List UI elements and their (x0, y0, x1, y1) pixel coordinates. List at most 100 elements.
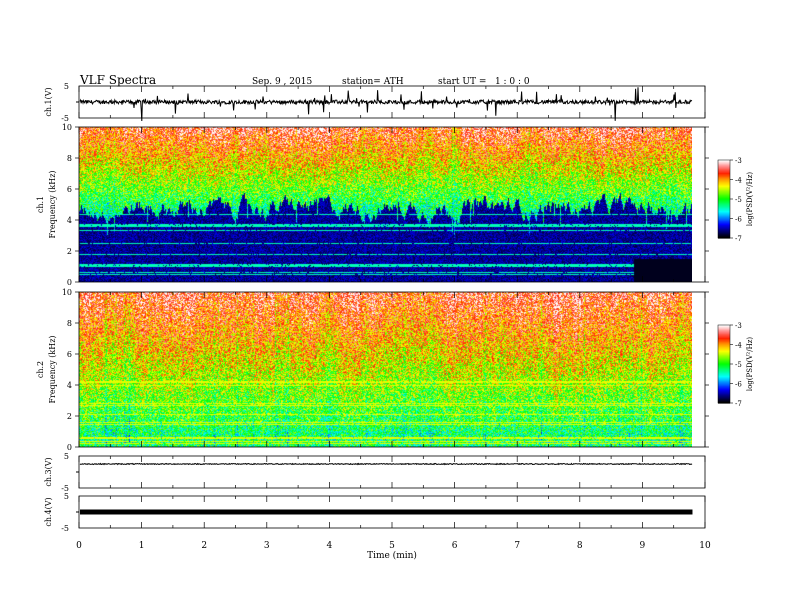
colorbar-cell (718, 160, 730, 162)
y-tick-label: 10 (62, 288, 72, 297)
colorbar-cell (718, 183, 730, 186)
colorbar-cell (718, 369, 730, 372)
x-tick-label: 8 (577, 541, 583, 551)
colorbar-cell (718, 379, 730, 382)
colorbar-cell (718, 338, 730, 340)
colorbar-cell (718, 227, 730, 230)
colorbar-cell (718, 362, 730, 365)
ch3-waveform-trace (79, 462, 693, 466)
colorbar-cell (718, 234, 730, 236)
colorbar-cell (718, 387, 730, 390)
colorbar-cell (718, 169, 730, 171)
colorbar-cell (718, 200, 730, 203)
colorbar-cell (718, 208, 730, 210)
colorbar-cell (718, 380, 730, 383)
colorbar-cell (718, 225, 730, 227)
colorbar-cell (718, 189, 730, 192)
colorbar-cell (718, 374, 730, 377)
colorbar-cell (718, 162, 730, 165)
colorbar-cell (718, 341, 730, 344)
colorbar-cell (718, 336, 730, 339)
x-tick-label: 3 (264, 541, 270, 551)
colorbar-cell (718, 210, 730, 213)
colorbar-tick-label: -5 (735, 196, 742, 204)
x-tick-label: 6 (452, 541, 458, 551)
colorbar-cell (718, 354, 730, 357)
y-tick-label: 2 (67, 247, 72, 256)
x-tick-label: 1 (139, 541, 145, 551)
colorbar-cell (718, 328, 730, 331)
colorbar-cell (718, 176, 730, 179)
colorbar-cell (718, 371, 730, 374)
y-tick-label: 10 (62, 123, 72, 132)
ch1-waveform-panel: 5 -5 ch.1(V) (44, 82, 706, 123)
colorbar-cell (718, 202, 730, 205)
colorbar-cell (718, 386, 730, 388)
colorbar-cell (718, 335, 730, 338)
colorbar-cell (718, 197, 730, 200)
colorbar-cell (718, 383, 730, 386)
colorbar-cell (718, 217, 730, 220)
colorbar-cell (718, 388, 730, 391)
ch2-spectrogram-image (79, 292, 692, 447)
colorbar-cell (718, 230, 730, 233)
date-label: Sep. 9 , 2015 (252, 77, 312, 87)
colorbar-cell (718, 400, 730, 403)
colorbar-cell (718, 349, 730, 352)
y-tick-label: -5 (61, 524, 69, 533)
colorbar-cell (718, 205, 730, 208)
colorbar-cell (718, 228, 730, 231)
y-tick-label: 0 (67, 443, 72, 452)
colorbar-cell (718, 366, 730, 369)
colorbar-cell (718, 382, 730, 385)
colorbar-cell (718, 221, 730, 223)
colorbar-cell (718, 213, 730, 216)
colorbar-cell (718, 331, 730, 334)
colorbar-cell (718, 173, 730, 175)
x-tick-label: 4 (327, 541, 333, 551)
colorbar-tick-label: -3 (735, 322, 742, 330)
colorbar-cell (718, 182, 730, 184)
colorbar-cell (718, 352, 730, 355)
y-tick-label: 5 (64, 492, 69, 501)
colorbar-cell (718, 215, 730, 218)
colorbar-cell (718, 163, 730, 166)
colorbar-cell (718, 222, 730, 225)
colorbar-cell (718, 339, 730, 342)
colorbar-tick-label: -6 (735, 381, 742, 389)
colorbar-cell (718, 193, 730, 196)
colorbar-cell (718, 378, 730, 381)
colorbar-cell (718, 201, 730, 204)
y-tick-label: 5 (64, 82, 69, 91)
colorbar-cell (718, 195, 730, 197)
x-axis-label: Time (min) (367, 550, 417, 561)
colorbar-cell (718, 174, 730, 177)
colorbar-cell (718, 364, 730, 366)
y-tick-label: 4 (67, 216, 72, 225)
y-tick-label: 8 (67, 154, 72, 163)
x-tick-label: 9 (640, 541, 646, 551)
y-axis-label: ch.3(V) (44, 457, 53, 486)
colorbar-cell (718, 191, 730, 194)
y-axis-label: Frequency (kHz) (48, 170, 57, 238)
colorbar-cell (718, 192, 730, 195)
y-axis-label: Frequency (kHz) (48, 335, 57, 403)
colorbar-cell (718, 218, 730, 221)
ch4-waveform-panel: 5 -5 ch.4(V) (44, 492, 706, 533)
colorbar-cell (718, 367, 730, 370)
colorbar-cell (718, 401, 730, 404)
colorbar-cell (718, 332, 730, 335)
colorbar-cell (718, 188, 730, 191)
ch1-waveform-trace (79, 87, 693, 122)
colorbar-cell (718, 214, 730, 217)
ch1-spectrogram-image (79, 127, 692, 282)
y-axis-label: ch.1 (36, 196, 45, 213)
x-tick-label: 10 (699, 541, 711, 551)
colorbar-cell (718, 226, 730, 229)
y-axis-label: ch.4(V) (44, 497, 53, 526)
y-tick-label: -5 (61, 114, 69, 123)
colorbar-cell (718, 373, 730, 375)
colorbar-label: log(PSD(V²/Hz) (746, 337, 754, 392)
colorbar-cell (718, 358, 730, 361)
